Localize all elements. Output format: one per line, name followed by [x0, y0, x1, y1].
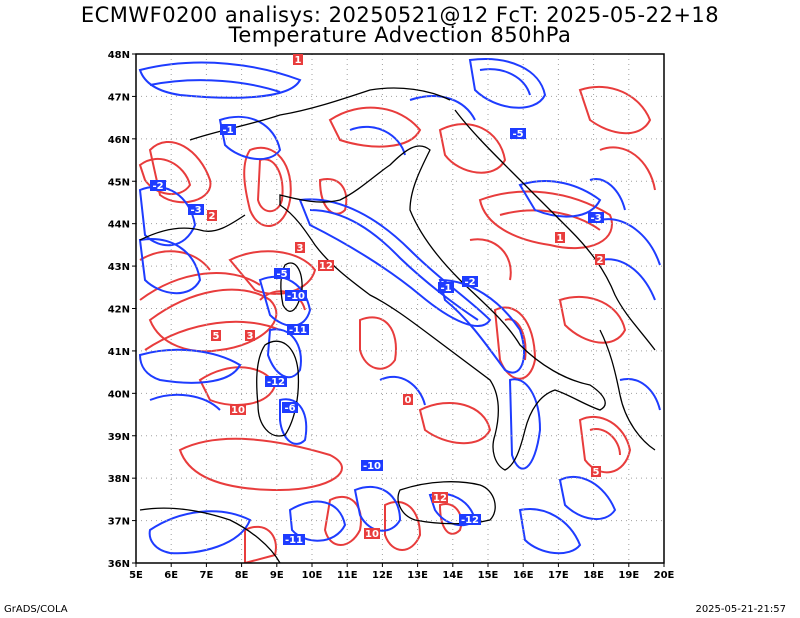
axis-ticks — [132, 53, 665, 567]
lon-label: 14E — [442, 570, 463, 581]
lat-label: 41N — [108, 347, 130, 358]
contour-label: -12 — [459, 514, 481, 526]
contour-label: -2 — [462, 276, 478, 288]
svg-text:-2: -2 — [464, 277, 475, 288]
lat-label: 37N — [108, 517, 130, 528]
lon-label: 11E — [337, 570, 358, 581]
contour-label: 5 — [211, 330, 221, 342]
svg-text:10: 10 — [231, 405, 245, 416]
contour-label: 5 — [591, 466, 601, 478]
contour-label: -11 — [287, 324, 309, 336]
svg-text:-5: -5 — [512, 129, 523, 140]
lon-label: 17E — [548, 570, 569, 581]
contour-label: -11 — [283, 534, 305, 546]
lon-label: 8E — [235, 570, 249, 581]
contour-label: 1 — [555, 232, 565, 244]
longitude-labels: 5E 6E 7E 8E 9E 10E 11E 12E 13E 14E 15E 16E 17E 18E 19E… — [129, 570, 674, 581]
lon-label: 12E — [372, 570, 393, 581]
contour-label: -6 — [282, 402, 298, 414]
contour-label: -10 — [361, 460, 383, 472]
lat-label: 38N — [108, 474, 130, 485]
svg-text:5: 5 — [593, 467, 600, 478]
svg-text:-3: -3 — [190, 205, 201, 216]
contour-label: -1 — [438, 282, 454, 294]
lat-label: 39N — [108, 432, 130, 443]
lon-label: 20E — [654, 570, 675, 581]
contour-label: 10 — [230, 404, 246, 416]
lon-label: 19E — [618, 570, 639, 581]
contour-label: 12 — [432, 492, 448, 504]
contour-label: 10 — [364, 528, 380, 540]
contour-label: 3 — [245, 330, 255, 342]
svg-text:5: 5 — [213, 331, 220, 342]
svg-text:3: 3 — [247, 331, 254, 342]
svg-text:-12: -12 — [267, 377, 285, 388]
contour-value-labels: 12351012012351012-1-2-3-5-10-11-12-6-1-2… — [150, 54, 605, 546]
svg-text:-1: -1 — [222, 125, 233, 136]
lat-label: 40N — [108, 389, 130, 400]
svg-text:-3: -3 — [590, 213, 601, 224]
contour-label: -12 — [265, 376, 287, 388]
svg-text:-12: -12 — [461, 515, 479, 526]
svg-text:-1: -1 — [440, 283, 451, 294]
svg-text:10: 10 — [365, 529, 379, 540]
contour-label: 1 — [293, 54, 303, 66]
contour-label: -5 — [274, 268, 290, 280]
svg-text:-11: -11 — [289, 325, 307, 336]
lon-label: 6E — [164, 570, 178, 581]
plot-frame — [135, 53, 665, 564]
lat-label: 45N — [108, 177, 130, 188]
lon-label: 10E — [302, 570, 323, 581]
contour-label: -10 — [285, 290, 307, 302]
cold-advection-contours — [138, 58, 661, 555]
contour-label: 2 — [595, 254, 605, 266]
contour-label: 3 — [295, 242, 305, 254]
svg-text:2: 2 — [597, 255, 604, 266]
lat-label: 48N — [108, 50, 130, 61]
svg-text:3: 3 — [297, 243, 304, 254]
lat-label: 47N — [108, 92, 130, 103]
svg-text:-2: -2 — [152, 181, 163, 192]
lon-label: 5E — [129, 570, 143, 581]
svg-text:-10: -10 — [287, 291, 305, 302]
svg-text:-11: -11 — [285, 535, 303, 546]
svg-text:-6: -6 — [284, 403, 295, 414]
lon-label: 7E — [200, 570, 214, 581]
footer-software-credit: GrADS/COLA — [4, 604, 68, 615]
contour-label: 12 — [318, 260, 334, 272]
footer-timestamp: 2025-05-21-21:57 — [695, 604, 786, 615]
contour-label: -3 — [188, 204, 204, 216]
lon-label: 18E — [583, 570, 604, 581]
lat-label: 44N — [108, 220, 130, 231]
svg-text:12: 12 — [319, 261, 333, 272]
contour-label: -1 — [220, 124, 236, 136]
contour-label: -5 — [510, 128, 526, 140]
contour-label: 0 — [403, 394, 413, 406]
latitude-labels: 48N 47N 46N 45N 44N 43N 42N 41N 40N 39N 38N 37N 36N — [108, 50, 130, 570]
contour-label: -2 — [150, 180, 166, 192]
lat-label: 43N — [108, 262, 130, 273]
lat-label: 42N — [108, 305, 130, 316]
lon-label: 9E — [270, 570, 284, 581]
contour-label: -3 — [588, 212, 604, 224]
chart-title: ECMWF0200 analisys: 20250521@12 FcT: 202… — [80, 3, 720, 27]
svg-text:12: 12 — [433, 493, 447, 504]
lat-label: 36N — [108, 559, 130, 570]
svg-text:2: 2 — [209, 211, 216, 222]
coastlines — [139, 87, 656, 563]
svg-text:0: 0 — [405, 395, 412, 406]
lat-lon-grid — [136, 54, 664, 563]
lon-label: 13E — [407, 570, 428, 581]
lon-label: 16E — [513, 570, 534, 581]
svg-text:-10: -10 — [363, 461, 381, 472]
lon-label: 15E — [478, 570, 499, 581]
contour-label: 2 — [207, 210, 217, 222]
chart-subtitle: Temperature Advection 850hPa — [228, 23, 572, 47]
svg-text:1: 1 — [557, 233, 564, 244]
contour-field — [138, 58, 661, 563]
lat-label: 46N — [108, 135, 130, 146]
svg-text:-5: -5 — [276, 269, 287, 280]
svg-text:1: 1 — [295, 55, 302, 66]
